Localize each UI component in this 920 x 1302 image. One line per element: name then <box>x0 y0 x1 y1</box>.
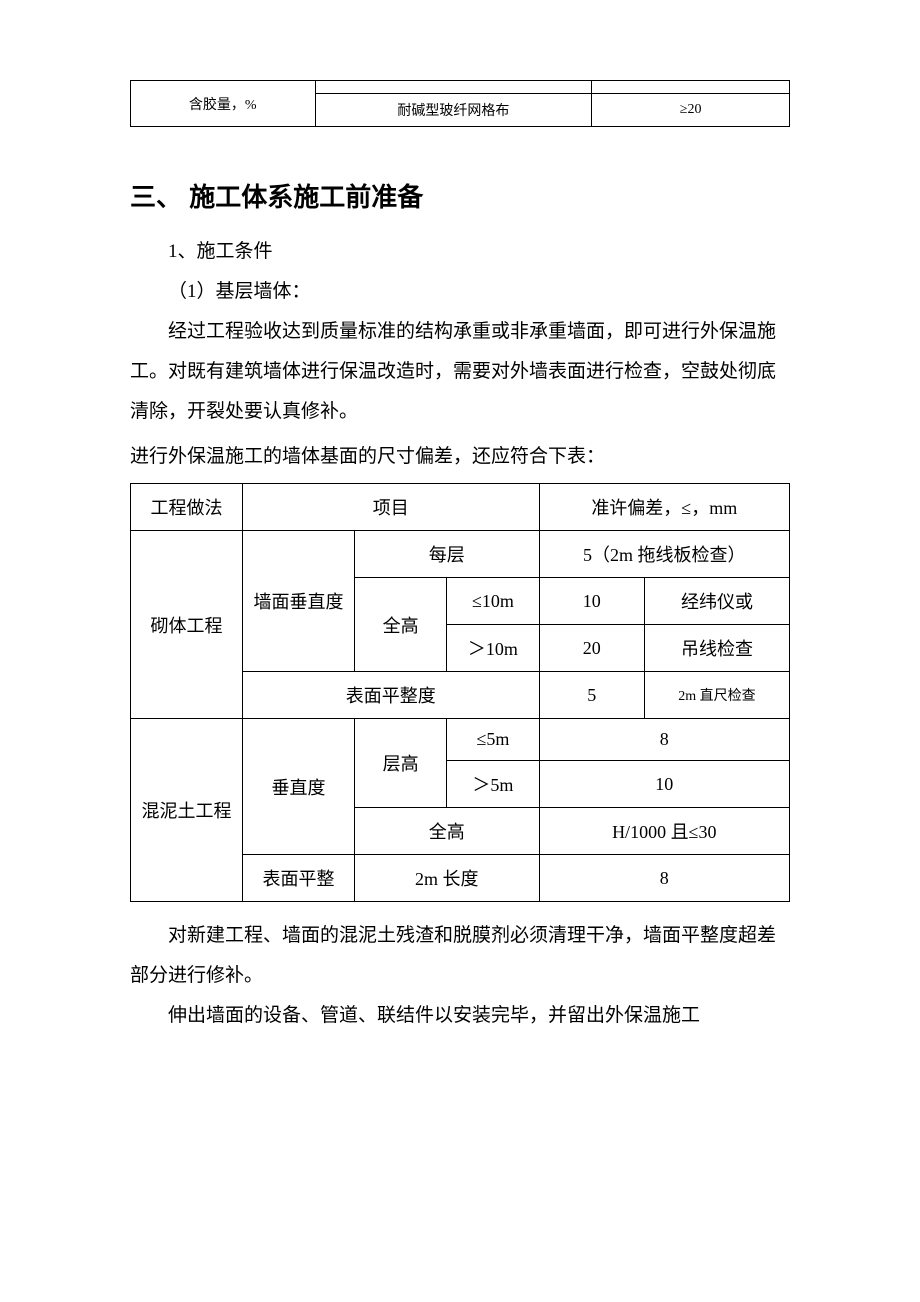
cell: 20 <box>539 625 644 672</box>
cell: 5 <box>539 672 644 719</box>
paragraph-body: 经过工程验收达到质量标准的结构承重或非承重墙面，即可进行外保温施工。对既有建筑墙… <box>130 312 790 432</box>
cell: 吊线检查 <box>644 625 789 672</box>
cell: 全高 <box>355 808 540 855</box>
table-header-row: 工程做法 项目 准许偏差，≤，mm <box>131 484 790 531</box>
th-method: 工程做法 <box>131 484 243 531</box>
top-small-table: 含胶量，% 耐碱型玻纤网格布 ≥20 <box>130 80 790 127</box>
cell: 8 <box>539 719 789 761</box>
cell: 2m 长度 <box>355 855 540 902</box>
top-table-cell: ≥20 <box>592 94 790 127</box>
cell-concrete-label: 混泥土工程 <box>131 719 243 902</box>
paragraph-conditions: 1、施工条件 <box>130 232 790 272</box>
cell: ＞5m <box>447 761 539 808</box>
cell: 墙面垂直度 <box>243 531 355 672</box>
paragraph-body: 对新建工程、墙面的混泥土残渣和脱膜剂必须清理干净，墙面平整度超差部分进行修补。 <box>130 916 790 996</box>
cell: 10 <box>539 578 644 625</box>
cell: ＞10m <box>447 625 539 672</box>
deviation-table: 工程做法 项目 准许偏差，≤，mm 砌体工程 墙面垂直度 每层 5（2m 拖线板… <box>130 483 790 902</box>
cell: 层高 <box>355 719 447 808</box>
top-table-cell: 含胶量，% <box>131 81 316 127</box>
th-deviation: 准许偏差，≤，mm <box>539 484 789 531</box>
top-table-cell: 耐碱型玻纤网格布 <box>315 94 592 127</box>
cell: H/1000 且≤30 <box>539 808 789 855</box>
paragraph-base-wall: （1）基层墙体： <box>130 272 790 312</box>
cell: 垂直度 <box>243 719 355 855</box>
paragraph-body: 伸出墙面的设备、管道、联结件以安装完毕，并留出外保温施工 <box>130 996 790 1036</box>
table-row: 混泥土工程 垂直度 层高 ≤5m 8 <box>131 719 790 761</box>
th-item: 项目 <box>243 484 540 531</box>
cell: 经纬仪或 <box>644 578 789 625</box>
cell: 全高 <box>355 578 447 672</box>
cell: 5（2m 拖线板检查） <box>539 531 789 578</box>
table-row: 砌体工程 墙面垂直度 每层 5（2m 拖线板检查） <box>131 531 790 578</box>
cell: 表面平整 <box>243 855 355 902</box>
top-table-cell <box>592 81 790 94</box>
cell: 10 <box>539 761 789 808</box>
cell: 2m 直尺检查 <box>644 672 789 719</box>
cell: 8 <box>539 855 789 902</box>
cell: ≤10m <box>447 578 539 625</box>
cell-masonry-label: 砌体工程 <box>131 531 243 719</box>
top-table-cell <box>315 81 592 94</box>
cell: ≤5m <box>447 719 539 761</box>
section-heading: 三、 施工体系施工前准备 <box>130 177 790 214</box>
table-intro: 进行外保温施工的墙体基面的尺寸偏差，还应符合下表： <box>130 437 790 477</box>
cell: 表面平整度 <box>243 672 540 719</box>
cell: 每层 <box>355 531 540 578</box>
